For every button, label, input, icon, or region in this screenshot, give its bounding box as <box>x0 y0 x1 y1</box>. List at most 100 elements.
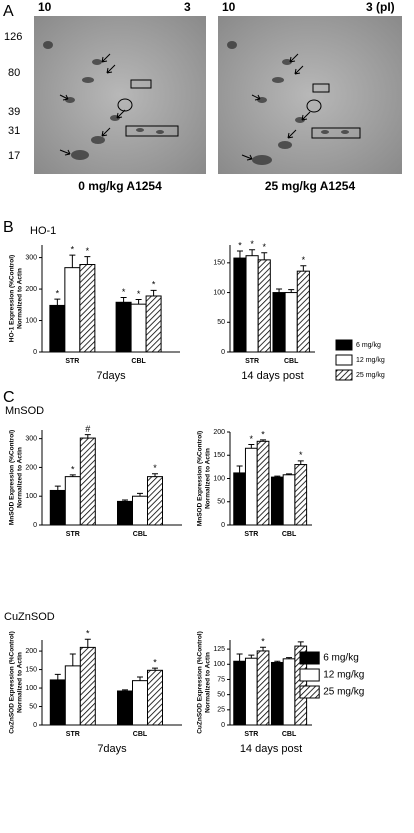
x-tick-label: STR <box>66 731 80 738</box>
error-bar <box>84 256 91 265</box>
significance-label: # <box>85 424 90 434</box>
error-bar <box>135 298 142 305</box>
y-tick-label: 100 <box>213 661 225 668</box>
significance-label: * <box>56 289 60 299</box>
y-tick-label: 0 <box>221 722 225 729</box>
legend-swatch <box>299 668 320 682</box>
error-bar <box>122 689 128 691</box>
bar <box>270 661 284 726</box>
bar <box>233 660 246 726</box>
gel-image <box>34 16 402 174</box>
y-tick-label: 150 <box>213 452 225 459</box>
y-tick-label: 200 <box>25 286 37 293</box>
significance-label: * <box>261 637 265 647</box>
y-tick-label: 0 <box>221 522 225 529</box>
y-axis-label: Normalized to Actin <box>205 652 212 713</box>
significance-label: * <box>250 434 254 444</box>
panel-label: A <box>3 3 14 20</box>
error-bar <box>69 474 76 477</box>
chart-title: MnSOD <box>5 405 44 417</box>
significance-label: * <box>261 429 265 439</box>
y-tick-label: 200 <box>25 464 37 471</box>
x-tick-label: CBL <box>133 731 148 738</box>
y-tick-label: 100 <box>25 493 37 500</box>
mw-label: 39 <box>8 106 20 118</box>
legend-swatch <box>335 339 353 351</box>
legend-label: 6 mg/kg <box>356 342 381 349</box>
legend-swatch <box>299 651 320 665</box>
significance-label: * <box>122 287 126 297</box>
bar <box>79 264 96 353</box>
x-tick-label: STR <box>66 531 80 538</box>
pi-label: 10 <box>38 0 52 14</box>
legend-label: 25 mg/kg <box>356 372 385 379</box>
x-tick-label: STR <box>65 358 79 365</box>
y-tick-label: 100 <box>25 317 37 324</box>
significance-label: * <box>238 240 242 250</box>
y-axis-label: Normalized to Actin <box>205 448 212 509</box>
bar <box>64 476 81 526</box>
error-bar <box>152 667 158 671</box>
x-tick-label: STR <box>245 358 259 365</box>
error-bar <box>248 654 255 659</box>
pi-label: 10 <box>222 0 236 14</box>
y-tick-label: 0 <box>221 349 225 356</box>
bar <box>117 500 133 526</box>
bar <box>147 669 163 726</box>
bar <box>132 495 148 526</box>
error-bar <box>260 646 267 651</box>
error-bar <box>274 475 281 478</box>
y-tick-label: 50 <box>217 319 225 326</box>
y-tick-label: 100 <box>25 685 37 692</box>
y-tick-label: 25 <box>217 707 225 714</box>
chart-title: HO-1 <box>30 225 56 237</box>
x-axis-label: 14 days post <box>240 743 302 755</box>
bar <box>272 292 286 353</box>
error-bar <box>297 641 304 647</box>
y-tick-label: 0 <box>33 349 37 356</box>
bar <box>284 292 298 353</box>
x-tick-label: CBL <box>282 731 297 738</box>
y-tick-label: 100 <box>213 289 225 296</box>
mw-label: 126 <box>4 31 22 43</box>
bar <box>79 437 96 526</box>
x-tick-label: STR <box>244 731 258 738</box>
error-bar <box>54 485 61 491</box>
y-tick-label: 50 <box>217 499 225 506</box>
error-bar <box>236 465 243 473</box>
error-bar <box>276 288 283 293</box>
significance-label: * <box>86 246 90 256</box>
significance-label: * <box>86 629 90 639</box>
y-axis-label: CuZnSOD Expression (%Control) <box>197 631 204 734</box>
legend-label: 12 mg/kg <box>323 670 364 681</box>
bar <box>257 259 271 353</box>
bar <box>256 650 270 726</box>
y-tick-label: 50 <box>29 703 37 710</box>
error-bar <box>137 492 143 497</box>
x-tick-label: CBL <box>284 358 299 365</box>
error-bar <box>69 254 76 268</box>
y-tick-label: 0 <box>33 522 37 529</box>
bar <box>256 440 270 526</box>
bar <box>233 472 246 526</box>
bar <box>145 295 162 353</box>
bar <box>49 489 66 526</box>
y-tick-label: 50 <box>217 691 225 698</box>
significance-label: * <box>137 289 141 299</box>
y-tick-label: 150 <box>25 666 37 673</box>
chart-title: CuZnSOD <box>4 611 55 623</box>
bar <box>147 476 163 526</box>
error-bar <box>249 249 256 256</box>
bar <box>270 476 284 526</box>
legend-label: 12 mg/kg <box>356 357 385 364</box>
bar <box>245 255 259 353</box>
bar <box>130 303 147 353</box>
significance-label: * <box>262 242 266 252</box>
mw-label: 31 <box>8 125 20 137</box>
bar <box>282 474 296 526</box>
bar <box>132 680 148 726</box>
bar <box>282 658 296 726</box>
significance-label: * <box>153 463 157 473</box>
y-tick-label: 200 <box>25 648 37 655</box>
y-axis-label: MnSOD Expression (%Control) <box>197 431 204 526</box>
